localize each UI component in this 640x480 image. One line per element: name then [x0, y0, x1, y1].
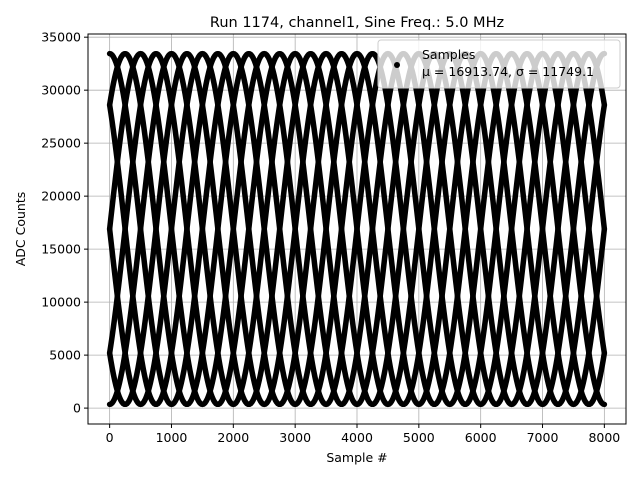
legend-label: Samples — [422, 47, 475, 62]
y-tick-label: 20000 — [41, 189, 81, 204]
y-tick-label: 15000 — [41, 242, 81, 257]
x-tick-label: 7000 — [527, 430, 559, 445]
y-tick-label: 35000 — [41, 30, 81, 45]
y-axis-label: ADC Counts — [13, 192, 28, 267]
x-tick-label: 2000 — [217, 430, 249, 445]
x-axis-label: Sample # — [326, 450, 387, 465]
sine-trace-180 — [106, 50, 608, 408]
x-tick-label: 3000 — [279, 430, 311, 445]
y-tick-label: 25000 — [41, 136, 81, 151]
y-tick-label: 10000 — [41, 295, 81, 310]
sine-curves — [106, 50, 608, 408]
y-tick-label: 30000 — [41, 83, 81, 98]
sine-trace-90 — [106, 50, 608, 408]
legend-stats: μ = 16913.74, σ = 11749.1 — [422, 64, 594, 79]
x-tick-label: 5000 — [403, 430, 435, 445]
sine-trace-270 — [106, 50, 608, 408]
legend-box — [377, 39, 621, 89]
x-axis-ticks: 0 1000 2000 3000 4000 5000 6000 7000 8000 — [106, 424, 620, 445]
x-tick-label: 4000 — [341, 430, 373, 445]
chart-title: Run 1174, channel1, Sine Freq.: 5.0 MHz — [210, 15, 504, 31]
x-tick-label: 6000 — [465, 430, 497, 445]
sine-trace-135 — [106, 50, 608, 408]
x-tick-label: 1000 — [156, 430, 188, 445]
y-tick-label: 5000 — [49, 348, 81, 363]
x-tick-label: 0 — [106, 430, 114, 445]
y-axis-ticks: 0 5000 10000 15000 20000 25000 30000 35000 — [41, 30, 88, 416]
legend: Samples μ = 16913.74, σ = 11749.1 — [377, 39, 621, 89]
legend-marker — [394, 62, 400, 68]
y-tick-label: 0 — [73, 401, 81, 416]
x-tick-label: 8000 — [588, 430, 620, 445]
